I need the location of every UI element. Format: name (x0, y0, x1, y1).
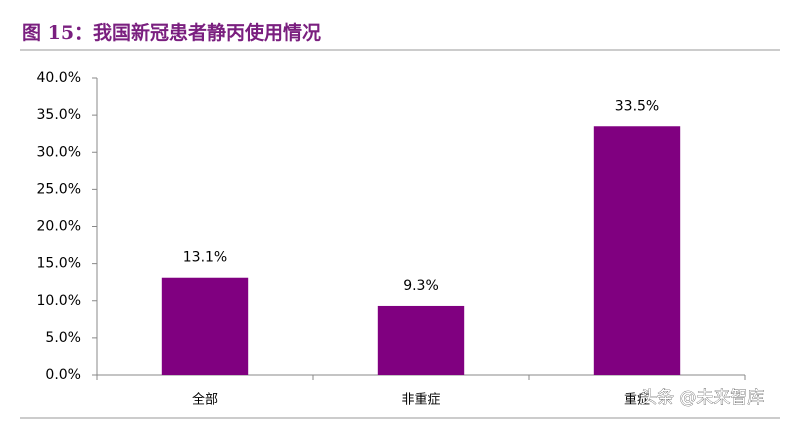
x-tick-label: 全部 (192, 392, 218, 408)
chart-title: 图 15：我国新冠患者静丙使用情况 (22, 21, 321, 44)
y-tick-label: 30.0% (37, 144, 81, 160)
watermark: 头条 @未来智库 (640, 388, 764, 408)
y-tick-label: 10.0% (37, 293, 81, 309)
bar (593, 126, 681, 375)
bar (161, 277, 249, 375)
bar (377, 305, 465, 375)
x-tick-label: 重症 (624, 392, 650, 408)
value-label: 13.1% (183, 250, 227, 266)
y-tick-label: 35.0% (37, 107, 81, 123)
y-tick-label: 15.0% (37, 256, 81, 272)
y-tick-label: 25.0% (37, 181, 81, 197)
y-tick-label: 20.0% (37, 219, 81, 235)
value-label: 9.3% (403, 278, 439, 294)
value-label: 33.5% (615, 98, 659, 114)
y-tick-label: 0.0% (45, 367, 81, 383)
y-tick-label: 5.0% (45, 330, 81, 346)
x-tick-label: 非重症 (401, 392, 440, 408)
y-tick-label: 40.0% (37, 70, 81, 86)
